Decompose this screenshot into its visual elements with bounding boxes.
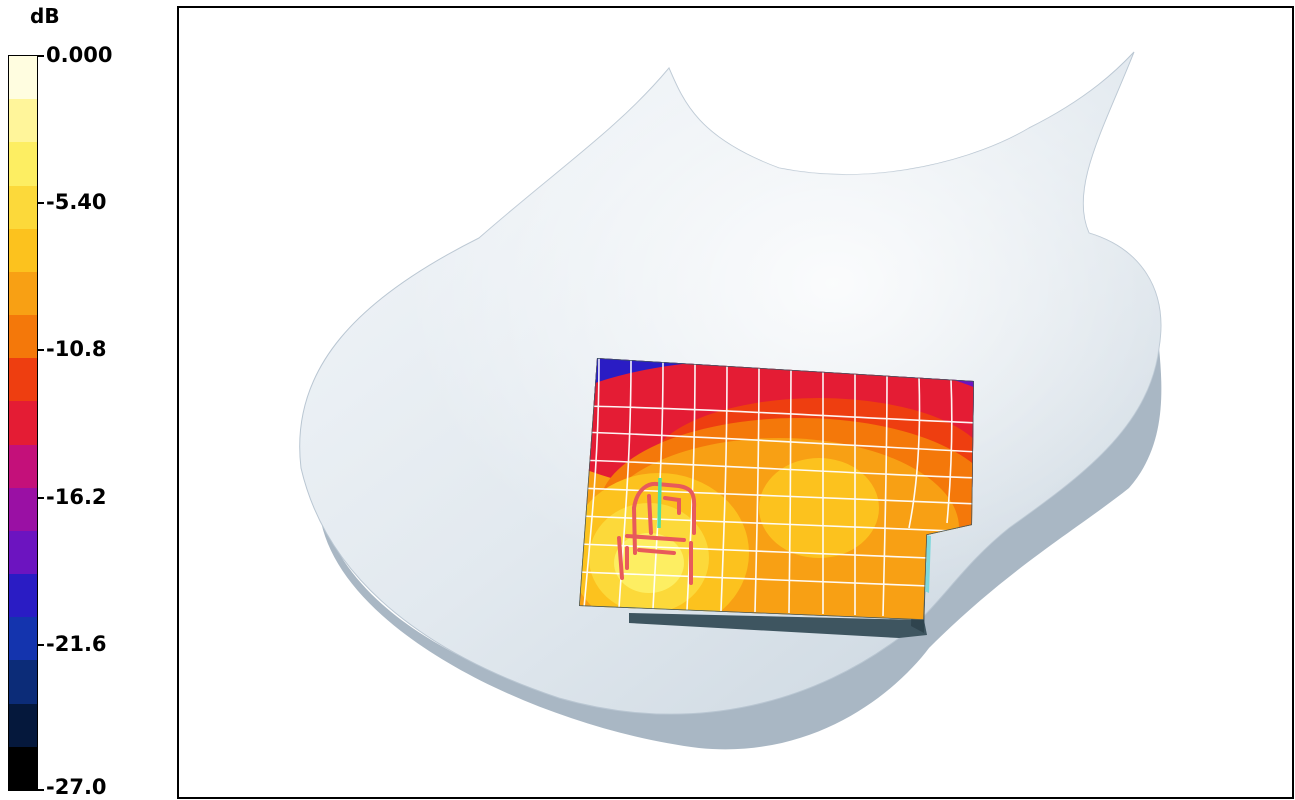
legend-color-bar bbox=[8, 55, 38, 791]
legend-swatch bbox=[9, 444, 37, 488]
legend-swatch bbox=[9, 358, 37, 402]
legend-tick bbox=[38, 349, 44, 352]
legend-tick bbox=[38, 202, 44, 205]
legend-tick-label: -5.40 bbox=[46, 190, 107, 215]
legend-swatch bbox=[9, 56, 37, 100]
legend-swatch bbox=[9, 185, 37, 229]
legend-swatch bbox=[9, 617, 37, 661]
probe-feed-line bbox=[657, 477, 662, 529]
legend-swatch bbox=[9, 142, 37, 186]
legend-tick-label: 0.000 bbox=[46, 43, 113, 67]
legend-swatch bbox=[9, 703, 37, 747]
legend-swatch bbox=[9, 271, 37, 316]
legend-tick-label: -10.8 bbox=[46, 337, 107, 362]
legend-tick bbox=[38, 789, 44, 791]
color-scale-legend: dB 0.000 -5.40 -10.8 -16.2 -21.6 -27.0 bbox=[0, 0, 170, 800]
legend-swatch bbox=[9, 487, 37, 531]
legend-swatch bbox=[9, 315, 37, 359]
legend-tick-label: -27.0 bbox=[46, 775, 107, 799]
legend-swatch bbox=[9, 746, 37, 790]
3d-field-viewport[interactable] bbox=[177, 6, 1294, 799]
legend-unit-label: dB bbox=[30, 4, 60, 28]
legend-swatch bbox=[9, 99, 37, 143]
patch-underside bbox=[629, 613, 927, 638]
legend-tick bbox=[38, 496, 44, 499]
probe-element bbox=[617, 481, 697, 585]
legend-swatch bbox=[9, 660, 37, 704]
legend-tick bbox=[38, 55, 44, 57]
reflector-field-plot bbox=[299, 51, 1162, 750]
legend-tick-label: -21.6 bbox=[46, 631, 107, 656]
legend-tick-label: -16.2 bbox=[46, 484, 107, 509]
legend-swatch bbox=[9, 530, 37, 575]
legend-swatch bbox=[9, 228, 37, 272]
legend-tick bbox=[38, 643, 44, 646]
legend-swatch bbox=[9, 401, 37, 445]
legend-swatch bbox=[9, 574, 37, 618]
reflector-rim-shadow bbox=[319, 348, 1162, 750]
